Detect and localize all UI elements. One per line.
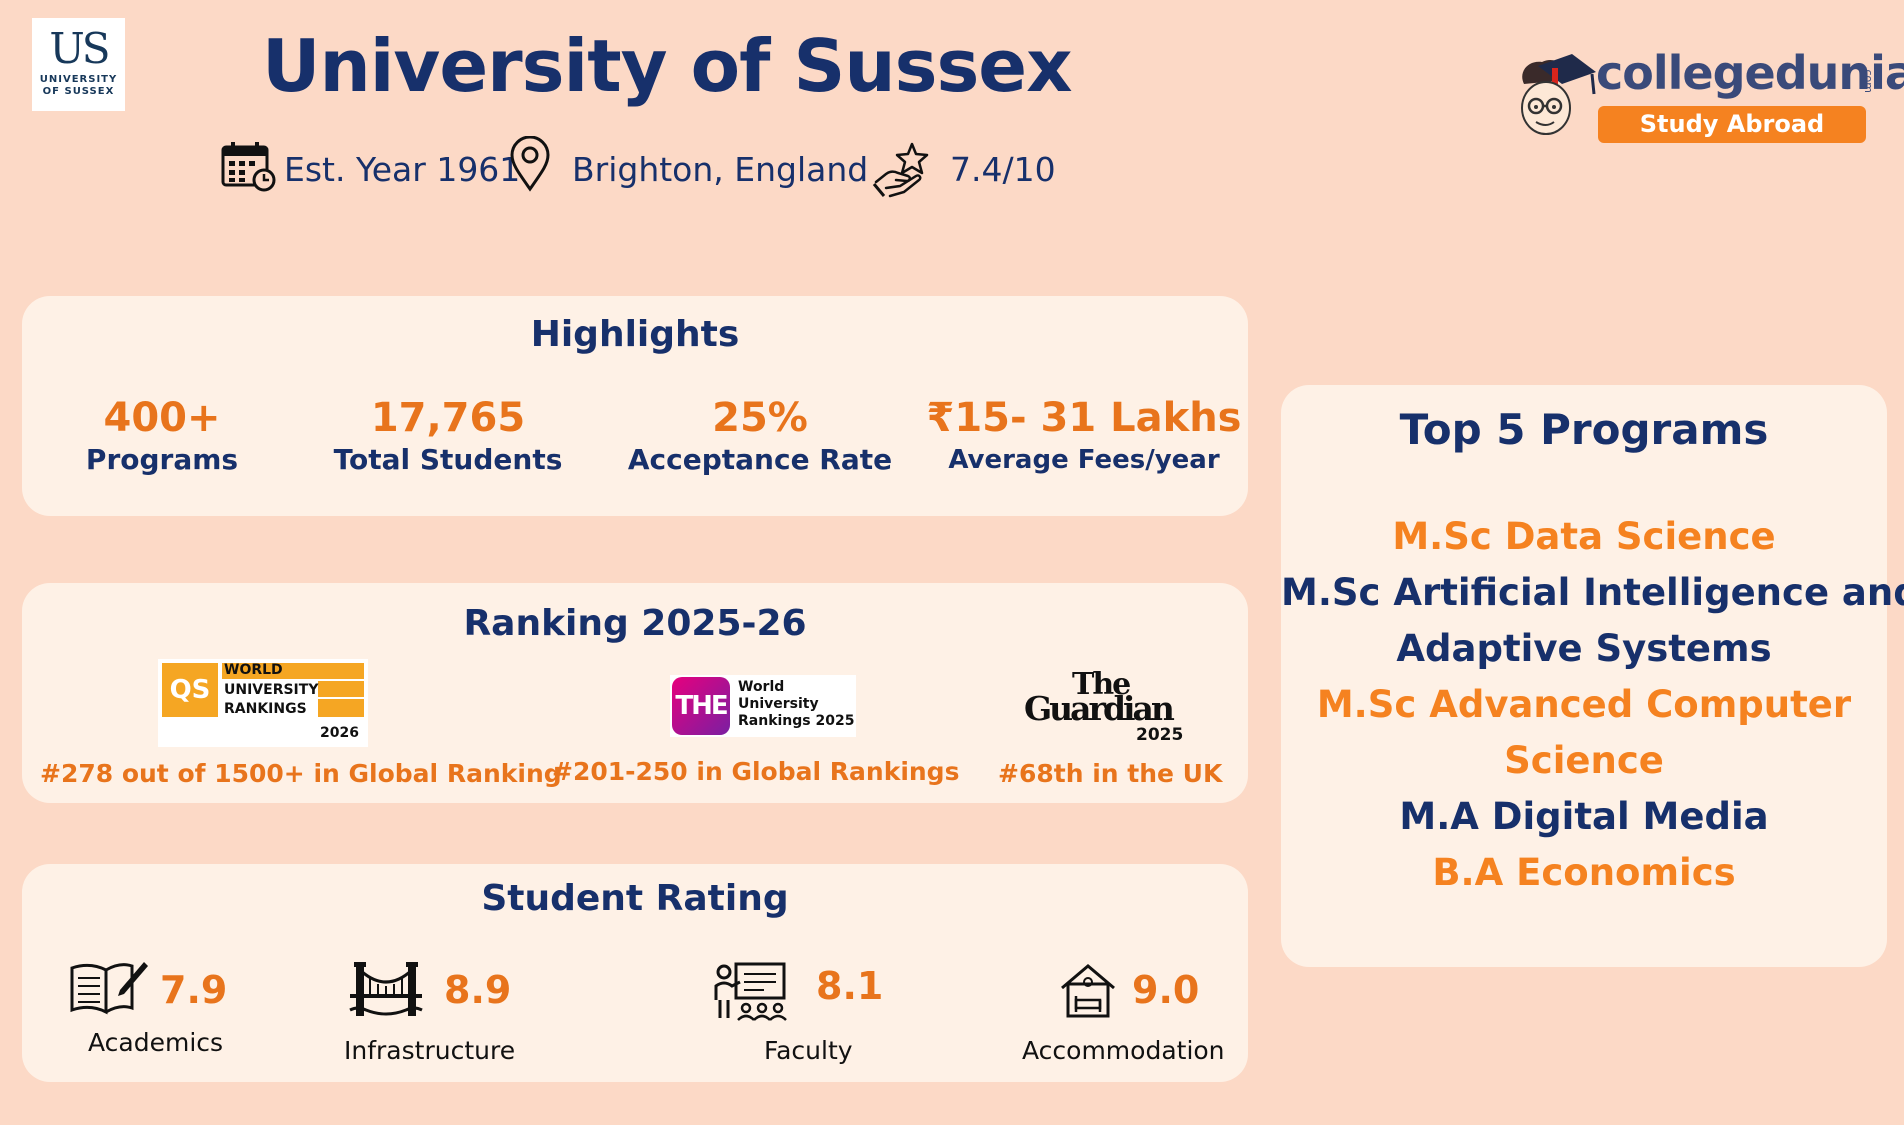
the-rankings-logo: THE World University Rankings 2025 bbox=[670, 675, 856, 737]
the-logo-line3: Rankings 2025 bbox=[738, 713, 855, 729]
program-item: M.Sc Advanced Computer bbox=[1316, 683, 1852, 726]
the-logo-line1: World bbox=[738, 679, 785, 695]
highlight-label: Acceptance Rate bbox=[627, 443, 893, 476]
ranking-title: Ranking 2025-26 bbox=[463, 603, 807, 644]
accommodation-rating-label: Accommodation bbox=[1022, 1036, 1225, 1065]
study-abroad-badge: Study Abroad bbox=[1598, 106, 1866, 143]
highlight-label: Total Students bbox=[333, 443, 563, 476]
qs-logo-line3: RANKINGS bbox=[224, 701, 307, 717]
top-programs-card: Top 5 Programs M.Sc Data Science M.Sc Ar… bbox=[1281, 385, 1904, 967]
highlights-card: Highlights 400+ Programs 17,765 Total St… bbox=[22, 296, 1248, 516]
program-item: Adaptive Systems bbox=[1396, 627, 1772, 670]
program-item: B.A Economics bbox=[1432, 851, 1736, 894]
highlight-programs: 400+ Programs bbox=[12, 396, 312, 480]
program-item: M.Sc Data Science bbox=[1392, 515, 1776, 558]
ranking-card: Ranking 2025-26 QS WORLD UNIVERSITY RANK… bbox=[22, 583, 1248, 803]
highlight-value: 400+ bbox=[103, 395, 221, 441]
guardian-logo-line1: The bbox=[1072, 667, 1131, 702]
guardian-logo: The Guardian 2025 bbox=[1024, 667, 1194, 745]
page-title: University of Sussex bbox=[262, 24, 1073, 108]
highlight-value: ₹15- 31 Lakhs bbox=[926, 395, 1242, 441]
highlight-total-students: 17,765 Total Students bbox=[298, 396, 598, 480]
faculty-rating-label: Faculty bbox=[764, 1036, 853, 1065]
university-logo-monogram: US bbox=[49, 24, 110, 73]
academics-rating-label: Academics bbox=[88, 1028, 224, 1057]
star-rating-icon bbox=[872, 142, 929, 198]
university-logo: US UNIVERSITY OF SUSSEX bbox=[32, 18, 125, 111]
student-rating-title: Student Rating bbox=[481, 878, 789, 919]
qs-logo-line1: WORLD bbox=[224, 662, 283, 678]
house-icon bbox=[1061, 964, 1115, 1018]
book-icon bbox=[70, 962, 148, 1015]
bridge-icon bbox=[349, 962, 423, 1016]
calendar-icon bbox=[221, 142, 276, 192]
the-ranking-text: #201-250 in Global Rankings bbox=[552, 757, 960, 786]
highlight-value: 25% bbox=[712, 395, 808, 441]
academics-rating-value: 7.9 bbox=[160, 968, 228, 1012]
qs-logo-mark: QS bbox=[162, 663, 218, 717]
program-item: Science bbox=[1504, 739, 1664, 782]
location-pin-icon bbox=[510, 136, 550, 192]
overall-rating: 7.4/10 bbox=[950, 150, 1056, 189]
highlight-label: Programs bbox=[85, 443, 239, 476]
infrastructure-rating-value: 8.9 bbox=[444, 968, 512, 1012]
accommodation-rating-value: 9.0 bbox=[1132, 968, 1200, 1012]
highlight-acceptance-rate: 25% Acceptance Rate bbox=[610, 396, 910, 480]
guardian-logo-year: 2025 bbox=[1136, 725, 1184, 745]
qs-logo-year: 2026 bbox=[320, 725, 359, 741]
program-item: M.Sc Artificial Intelligence and bbox=[1281, 571, 1904, 614]
location-text: Brighton, England bbox=[572, 150, 869, 189]
university-logo-line1: UNIVERSITY bbox=[39, 74, 118, 85]
collegedunia-wordmark: collegedunia bbox=[1596, 46, 1904, 100]
established-year: Est. Year 1961 bbox=[284, 150, 521, 189]
highlight-value: 17,765 bbox=[370, 395, 526, 441]
collegedunia-suffix: .com bbox=[1862, 66, 1875, 93]
faculty-rating-value: 8.1 bbox=[816, 964, 884, 1008]
guardian-ranking-text: #68th in the UK bbox=[998, 759, 1223, 788]
qs-ranking-text: #278 out of 1500+ in Global Ranking bbox=[40, 759, 562, 788]
university-logo-line2: OF SUSSEX bbox=[42, 86, 115, 97]
top-programs-title: Top 5 Programs bbox=[1399, 405, 1769, 454]
qs-logo-line2: UNIVERSITY bbox=[224, 682, 319, 698]
guardian-logo-line2: Guardian bbox=[1024, 689, 1175, 728]
qs-rankings-logo: QS WORLD UNIVERSITY RANKINGS 2026 bbox=[158, 659, 368, 747]
highlight-label: Average Fees/year bbox=[948, 445, 1220, 475]
highlights-title: Highlights bbox=[530, 314, 740, 355]
student-rating-card: Student Rating 7.9 Academics 8.9 Infrast… bbox=[22, 864, 1248, 1082]
the-logo-mark: THE bbox=[672, 677, 730, 735]
infrastructure-rating-label: Infrastructure bbox=[344, 1036, 516, 1065]
program-item: M.A Digital Media bbox=[1399, 795, 1769, 838]
highlight-average-fees: ₹15- 31 Lakhs Average Fees/year bbox=[914, 396, 1254, 480]
collegedunia-mascot-icon bbox=[1521, 54, 1596, 135]
teacher-icon bbox=[714, 962, 787, 1021]
the-logo-line2: University bbox=[738, 696, 819, 712]
